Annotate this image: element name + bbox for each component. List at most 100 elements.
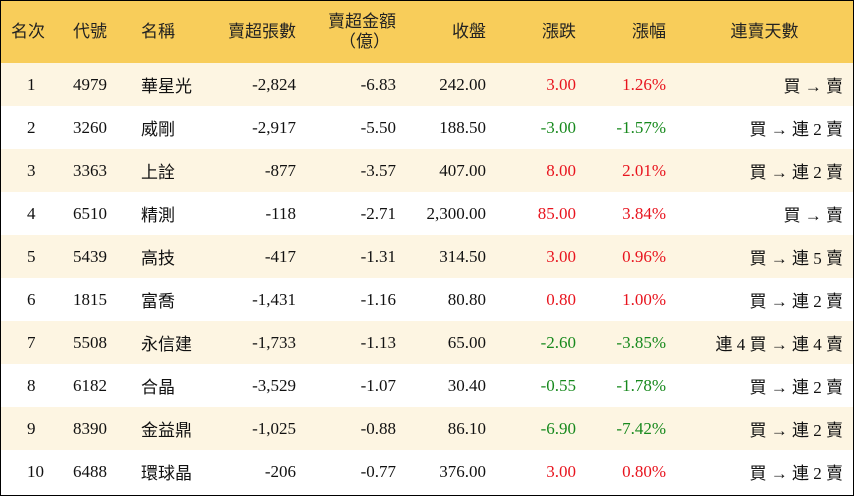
table-cell: 10: [27, 461, 44, 481]
table-row: 6 1815 富喬 -1,431 -1.16 80.80 0.80 1.00% 買 → 連 2 …: [1, 278, 853, 321]
table-cell: -2.71: [360, 203, 396, 223]
column-header: 名次: [1, 1, 63, 63]
table-cell: 80.80: [447, 289, 486, 309]
table-row: 2 3260 威剛 -2,917 -5.50 188.50 -3.00 -1.57% 買 → 連…: [1, 106, 853, 149]
table-cell: 188.50: [439, 117, 486, 137]
table-cell: 3.00: [546, 461, 576, 481]
table-cell: 8390: [73, 418, 107, 438]
table-cell: 1: [27, 74, 36, 94]
table-cell: 合晶: [141, 378, 175, 397]
table-cell: 9: [27, 418, 36, 438]
column-header: 連賣天數: [676, 1, 853, 63]
table-cell: 0.80: [546, 289, 576, 309]
table-cell: -1.78%: [616, 375, 666, 395]
table-cell: 威剛: [141, 120, 175, 139]
table-cell: 6488: [73, 461, 107, 481]
table-cell: 6182: [73, 375, 107, 395]
table-cell: -1,431: [252, 289, 296, 309]
table-cell: 3260: [73, 117, 107, 137]
table-cell: 376.00: [439, 461, 486, 481]
table-cell: 2: [27, 117, 36, 137]
column-header: 賣超金額 （億）: [306, 1, 406, 63]
table-cell: -1.57%: [616, 117, 666, 137]
table-cell: 買 → 連 2 賣: [749, 378, 844, 397]
table-cell: 5: [27, 246, 36, 266]
table-body: 1 4979 華星光 -2,824 -6.83 242.00 3.00 1.26% 買 → 賣 2…: [1, 63, 853, 493]
table-cell: 8: [27, 375, 36, 395]
table-row: 4 6510 精測 -118 -2.71 2,300.00 85.00 3.84% 買 → 賣: [1, 192, 853, 235]
table-cell: 買 → 連 2 賣: [749, 421, 844, 440]
table-cell: 買 → 連 2 賣: [749, 120, 844, 139]
table-cell: 0.80%: [622, 461, 666, 481]
table-cell: 242.00: [439, 74, 486, 94]
table-cell: -0.88: [360, 418, 396, 438]
table-cell: -1.07: [360, 375, 396, 395]
table-cell: 買 → 連 2 賣: [749, 163, 844, 182]
table-cell: 5508: [73, 332, 107, 352]
table-cell: -1.13: [360, 332, 396, 352]
table-cell: -877: [264, 160, 296, 180]
table-cell: -5.50: [360, 117, 396, 137]
table-cell: 65.00: [447, 332, 486, 352]
header-text: 漲幅: [632, 22, 666, 41]
table-cell: 7: [27, 332, 36, 352]
table-cell: 環球晶: [141, 464, 192, 483]
table-cell: 3363: [73, 160, 107, 180]
table-cell: 買 → 連 2 賣: [749, 464, 844, 483]
table-cell: -3.57: [360, 160, 396, 180]
header-text: 賣超金額: [328, 12, 396, 31]
table-cell: 6: [27, 289, 36, 309]
table-cell: 85.00: [537, 203, 576, 223]
table-cell: 407.00: [439, 160, 486, 180]
table-cell: -7.42%: [616, 418, 666, 438]
table-cell: 富喬: [141, 292, 175, 311]
table-cell: 連 4 買 → 連 4 賣: [715, 335, 844, 354]
table-cell: 8.00: [546, 160, 576, 180]
table-cell: -3,529: [252, 375, 296, 395]
table-cell: 3.00: [546, 74, 576, 94]
table-cell: -0.77: [360, 461, 396, 481]
table-cell: -0.55: [540, 375, 576, 395]
table-cell: -3.85%: [616, 332, 666, 352]
table-cell: 上詮: [141, 163, 175, 182]
table-row: 5 5439 高技 -417 -1.31 314.50 3.00 0.96% 買 → 連 5 賣: [1, 235, 853, 278]
table-cell: 買 → 賣: [783, 206, 844, 225]
table-cell: 3.84%: [622, 203, 666, 223]
table-cell: -206: [264, 461, 296, 481]
table-cell: 永信建: [141, 335, 192, 354]
table-cell: 4979: [73, 74, 107, 94]
column-header: 代號: [63, 1, 131, 63]
header-text: 收盤: [452, 22, 486, 41]
table-cell: -1,025: [252, 418, 296, 438]
table-row: 10 6488 環球晶 -206 -0.77 376.00 3.00 0.80% 買 → 連 2…: [1, 450, 853, 493]
table-cell: -3.00: [540, 117, 576, 137]
table-cell: -118: [265, 203, 296, 223]
table-cell: 1.26%: [622, 74, 666, 94]
table-cell: 高技: [141, 249, 175, 268]
table-cell: 2.01%: [622, 160, 666, 180]
table-cell: -2.60: [540, 332, 576, 352]
table-cell: -6.83: [360, 74, 396, 94]
table-cell: 314.50: [439, 246, 486, 266]
table-cell: -1.16: [360, 289, 396, 309]
table-cell: 金益鼎: [141, 421, 192, 440]
column-header: 收盤: [406, 1, 496, 63]
header-text: 名稱: [141, 22, 175, 41]
table-cell: 1815: [73, 289, 107, 309]
column-header: 名稱: [131, 1, 216, 63]
table-cell: 買 → 連 2 賣: [749, 292, 844, 311]
table-cell: 1.00%: [622, 289, 666, 309]
header-text: 代號: [73, 22, 107, 41]
table-cell: 0.96%: [622, 246, 666, 266]
table-cell: 買 → 賣: [783, 77, 844, 96]
table-cell: 30.40: [447, 375, 486, 395]
table-row: 7 5508 永信建 -1,733 -1.13 65.00 -2.60 -3.85% 連 4 買…: [1, 321, 853, 364]
table-row: 1 4979 華星光 -2,824 -6.83 242.00 3.00 1.26% 買 → 賣: [1, 63, 853, 106]
header-text: 名次: [11, 22, 45, 41]
table-cell: 5439: [73, 246, 107, 266]
table-cell: 買 → 連 5 賣: [749, 249, 844, 268]
header-text: 賣超張數: [228, 22, 296, 41]
header-row: 名次 代號 名稱 賣超張數 賣超金額 （億） 收盤 漲跌 漲幅 連賣天數: [1, 1, 853, 63]
